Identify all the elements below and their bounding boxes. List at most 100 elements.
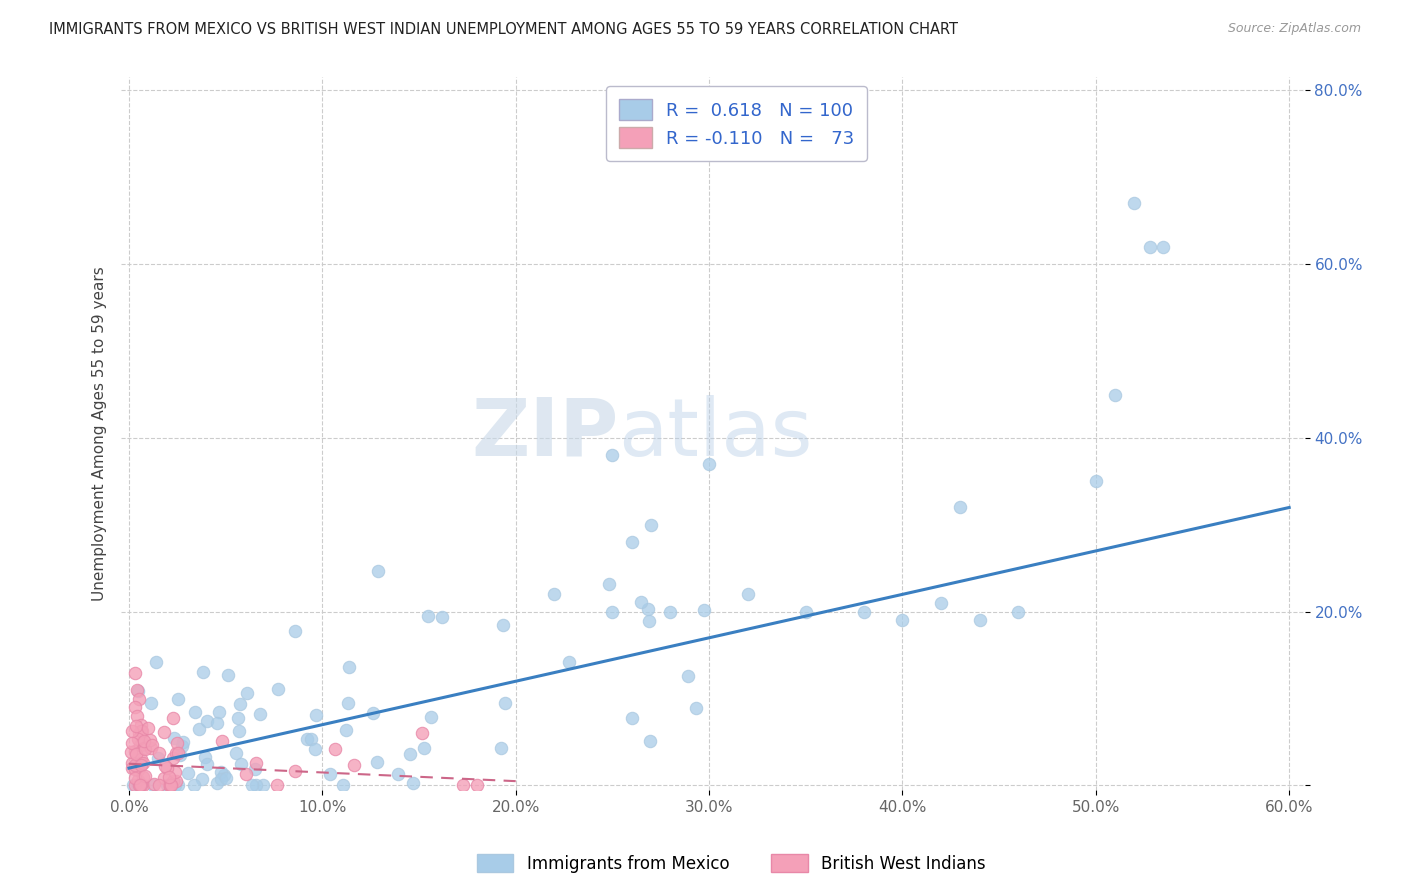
- Point: [557, 656, 579, 670]
- Text: atlas: atlas: [619, 394, 813, 473]
- Point: [335, 723, 357, 737]
- Point: [191, 665, 214, 679]
- Point: [127, 778, 149, 792]
- Point: [412, 740, 434, 755]
- Point: [145, 655, 167, 669]
- Point: [929, 596, 952, 610]
- Point: [162, 711, 184, 725]
- Point: [1007, 605, 1029, 619]
- Point: [387, 766, 409, 780]
- Point: [245, 762, 267, 776]
- Point: [209, 772, 232, 787]
- Point: [242, 778, 264, 792]
- Point: [134, 768, 156, 782]
- Point: [215, 771, 238, 785]
- Point: [205, 776, 228, 790]
- Point: [188, 722, 211, 736]
- Point: [172, 734, 194, 748]
- Point: [125, 719, 148, 733]
- Point: [492, 618, 515, 632]
- Point: [162, 778, 184, 792]
- Point: [212, 768, 235, 782]
- Point: [228, 723, 250, 738]
- Point: [620, 711, 643, 725]
- Point: [969, 614, 991, 628]
- Point: [949, 500, 972, 515]
- Point: [217, 668, 239, 682]
- Text: IMMIGRANTS FROM MEXICO VS BRITISH WEST INDIAN UNEMPLOYMENT AMONG AGES 55 TO 59 Y: IMMIGRANTS FROM MEXICO VS BRITISH WEST I…: [49, 22, 959, 37]
- Point: [141, 741, 163, 756]
- Point: [1153, 240, 1175, 254]
- Point: [124, 771, 146, 785]
- Point: [166, 736, 188, 750]
- Point: [602, 448, 624, 462]
- Point: [451, 778, 474, 792]
- Point: [129, 757, 152, 772]
- Point: [162, 773, 184, 788]
- Point: [134, 741, 156, 756]
- Point: [465, 778, 488, 792]
- Point: [1139, 240, 1161, 254]
- Point: [494, 696, 516, 710]
- Point: [491, 740, 513, 755]
- Point: [1104, 387, 1126, 401]
- Point: [640, 734, 662, 748]
- Point: [156, 761, 179, 775]
- Point: [159, 770, 181, 784]
- Point: [676, 668, 699, 682]
- Point: [416, 609, 439, 624]
- Point: [129, 778, 152, 792]
- Point: [153, 759, 176, 773]
- Point: [1123, 196, 1146, 211]
- Point: [366, 756, 388, 770]
- Point: [325, 741, 347, 756]
- Point: [305, 707, 328, 722]
- Point: [245, 756, 267, 770]
- Point: [167, 692, 190, 706]
- Point: [630, 595, 652, 609]
- Point: [132, 756, 155, 770]
- Point: [160, 778, 183, 792]
- Point: [124, 700, 146, 714]
- Point: [267, 682, 290, 697]
- Point: [132, 778, 155, 792]
- Point: [139, 696, 162, 710]
- Point: [794, 605, 817, 619]
- Point: [211, 734, 233, 748]
- Text: Source: ZipAtlas.com: Source: ZipAtlas.com: [1227, 22, 1361, 36]
- Point: [737, 587, 759, 601]
- Point: [131, 735, 153, 749]
- Point: [148, 778, 170, 792]
- Legend: Immigrants from Mexico, British West Indians: Immigrants from Mexico, British West Ind…: [470, 847, 993, 880]
- Point: [128, 731, 150, 746]
- Point: [121, 761, 143, 775]
- Point: [169, 747, 191, 762]
- Point: [163, 764, 186, 779]
- Point: [343, 758, 366, 772]
- Point: [121, 736, 143, 750]
- Point: [194, 750, 217, 764]
- Point: [229, 756, 252, 771]
- Point: [159, 778, 181, 792]
- Point: [332, 778, 354, 792]
- Point: [152, 772, 174, 786]
- Point: [637, 615, 659, 629]
- Point: [245, 778, 267, 792]
- Point: [128, 738, 150, 752]
- Point: [132, 770, 155, 784]
- Point: [236, 686, 259, 700]
- Point: [124, 762, 146, 776]
- Point: [191, 772, 214, 786]
- Point: [318, 767, 340, 781]
- Point: [124, 778, 146, 792]
- Point: [128, 778, 150, 792]
- Point: [430, 610, 453, 624]
- Point: [124, 757, 146, 772]
- Point: [139, 733, 162, 747]
- Point: [299, 732, 322, 747]
- Point: [637, 602, 659, 616]
- Point: [127, 778, 149, 792]
- Point: [225, 747, 247, 761]
- Point: [153, 725, 176, 739]
- Point: [852, 605, 875, 619]
